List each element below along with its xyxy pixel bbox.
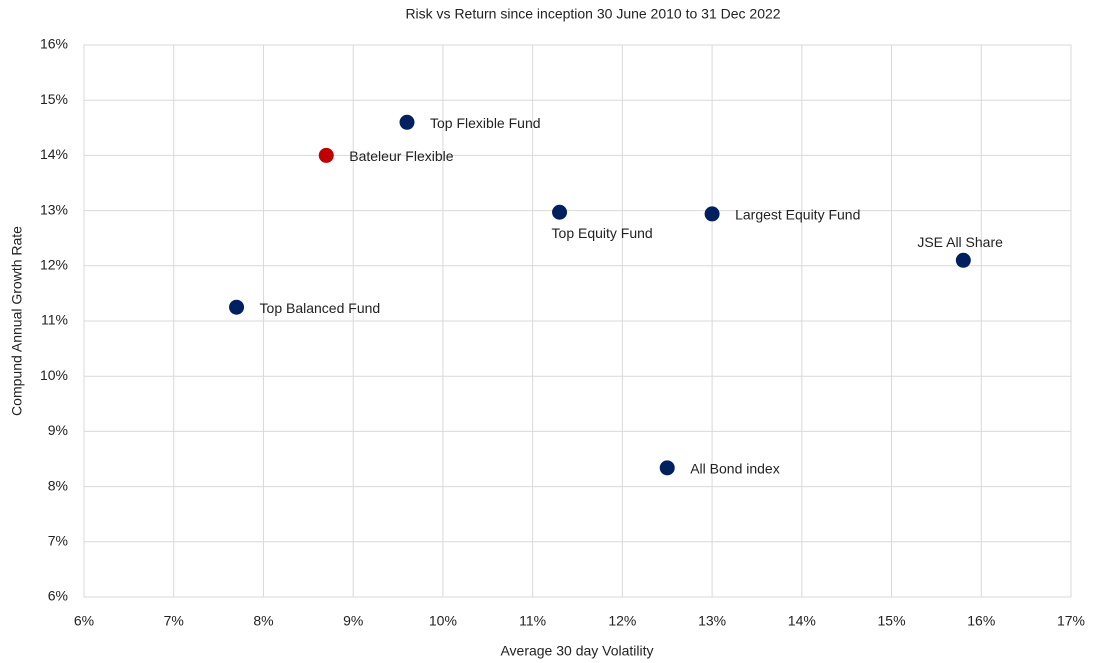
x-tick-label: 12%: [608, 613, 636, 629]
y-tick-label: 12%: [40, 257, 68, 273]
y-tick-label: 9%: [48, 422, 68, 438]
point-label: All Bond index: [690, 461, 780, 477]
x-tick-label: 14%: [788, 613, 816, 629]
y-axis-label: Compund Annual Growth Rate: [9, 226, 25, 416]
point-label: Top Equity Fund: [552, 225, 653, 241]
point-label: Top Balanced Fund: [260, 300, 381, 316]
y-tick-label: 13%: [40, 201, 68, 217]
x-tick-label: 10%: [429, 613, 457, 629]
point-label: Top Flexible Fund: [430, 115, 541, 131]
data-point: [399, 114, 415, 130]
y-tick-label: 15%: [40, 91, 68, 107]
plot-border: [83, 44, 1072, 598]
x-tick-label: 6%: [74, 613, 94, 629]
x-tick-label: 13%: [698, 613, 726, 629]
point-label: Largest Equity Fund: [735, 207, 860, 223]
y-tick-label: 10%: [40, 367, 68, 383]
y-tick-label: 8%: [48, 477, 68, 493]
data-point: [955, 252, 971, 268]
x-tick-label: 7%: [164, 613, 184, 629]
data-point: [659, 460, 675, 476]
data-point: [229, 299, 245, 315]
x-axis-label: Average 30 day Volatility: [500, 643, 653, 659]
y-tick-label: 7%: [48, 533, 68, 549]
data-point: [318, 147, 334, 163]
point-label: Bateleur Flexible: [349, 148, 453, 164]
y-tick-label: 11%: [41, 312, 68, 328]
y-tick-label: 6%: [48, 588, 68, 604]
x-tick-label: 15%: [878, 613, 906, 629]
x-tick-label: 8%: [253, 613, 273, 629]
data-point: [552, 204, 568, 220]
y-tick-label: 16%: [40, 36, 68, 52]
chart-title: Risk vs Return since inception 30 June 2…: [405, 6, 780, 22]
x-tick-label: 9%: [343, 613, 363, 629]
data-point: [704, 206, 720, 222]
y-tick-label: 14%: [40, 146, 68, 162]
x-tick-label: 16%: [967, 613, 995, 629]
x-tick-label: 17%: [1057, 613, 1085, 629]
point-label: JSE All Share: [917, 234, 1003, 250]
x-tick-label: 11%: [519, 613, 546, 629]
